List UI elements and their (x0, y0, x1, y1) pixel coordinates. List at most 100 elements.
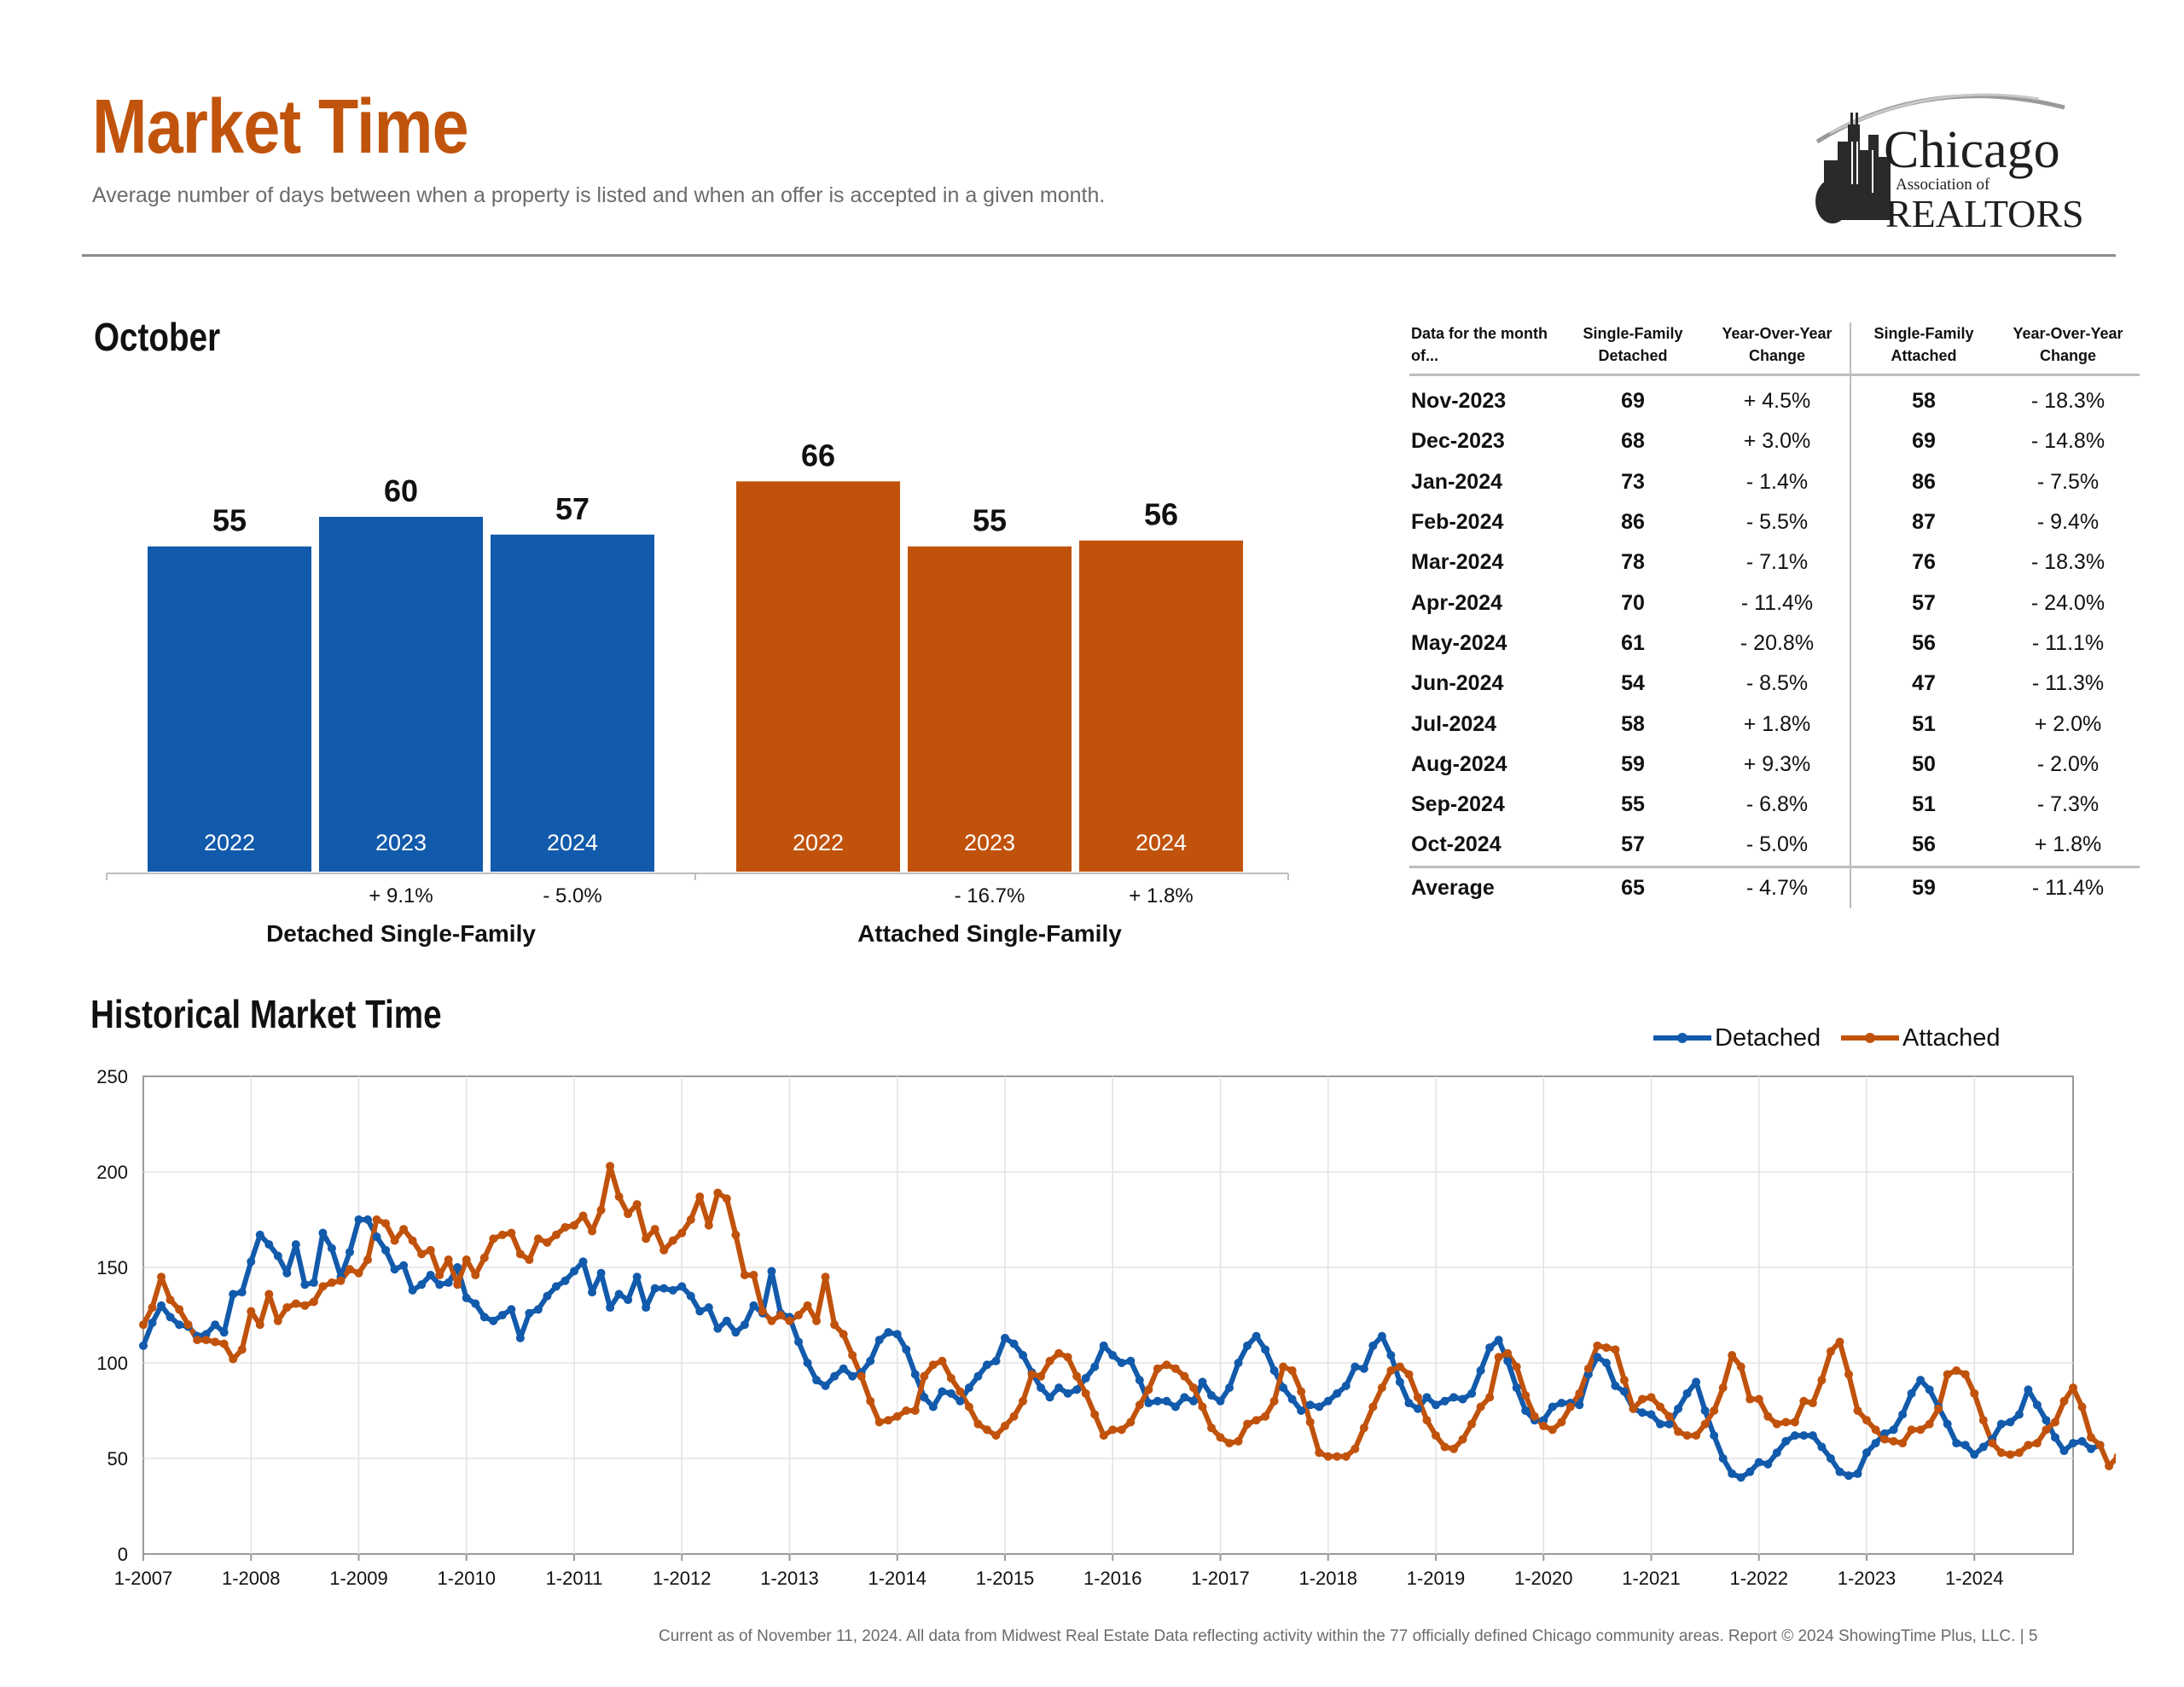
bar-value-label: 66 (801, 438, 835, 472)
table-cell: 57 (1912, 590, 1936, 615)
bar (736, 481, 900, 872)
data-point (910, 1370, 920, 1379)
table-cell: 70 (1621, 590, 1645, 615)
data-point (497, 1230, 507, 1239)
data-point (956, 1396, 965, 1406)
data-point (1315, 1448, 1324, 1458)
data-point (183, 1320, 193, 1330)
bar-year-label: 2022 (793, 830, 844, 855)
data-point (219, 1339, 229, 1348)
data-point (345, 1248, 354, 1257)
data-point (193, 1336, 202, 1345)
data-point (462, 1293, 471, 1302)
data-point (1413, 1404, 1422, 1413)
data-point (892, 1412, 902, 1421)
bar-year-label: 2023 (964, 830, 1015, 855)
data-point (1521, 1391, 1531, 1400)
data-point (1188, 1396, 1198, 1406)
table-cell: - 24.0% (2030, 590, 2106, 615)
data-point (1960, 1441, 1970, 1450)
table-average-cell: Average (1411, 875, 1495, 900)
data-point (1583, 1364, 1593, 1373)
data-point (812, 1376, 822, 1385)
data-point (1718, 1383, 1728, 1393)
data-point (1135, 1400, 1144, 1410)
table-cell: + 1.8% (1705, 704, 1851, 745)
data-point (920, 1393, 929, 1402)
data-point (659, 1284, 669, 1293)
data-point (1476, 1365, 1485, 1375)
data-point (1170, 1364, 1180, 1373)
data-point (1099, 1431, 1108, 1441)
data-point (1916, 1376, 1926, 1385)
data-point (731, 1328, 741, 1337)
data-point (1593, 1353, 1602, 1362)
data-point (596, 1268, 606, 1278)
data-point (148, 1303, 157, 1313)
data-point (1117, 1425, 1126, 1435)
bar-year-label: 2023 (375, 830, 427, 855)
bar-year-label: 2024 (547, 830, 598, 855)
data-point (1557, 1417, 1566, 1427)
data-point (884, 1328, 893, 1337)
data-point (1126, 1417, 1136, 1427)
data-point (803, 1359, 812, 1367)
historical-line-chart: 0 50 100 150 200 250 1-2007 1-2008 1-2009 1-2010 1… (96, 1024, 2116, 1589)
data-point (1907, 1388, 1916, 1398)
table-cell: - 7.1% (1705, 542, 1851, 583)
data-point (1099, 1341, 1108, 1350)
data-point (1422, 1416, 1432, 1425)
bar-value-label: 56 (1144, 497, 1178, 532)
table-cell: 73 (1621, 469, 1645, 494)
data-point (1970, 1388, 1979, 1398)
bar-change-label: + 9.1% (369, 884, 433, 907)
data-point (668, 1285, 677, 1295)
data-point (1575, 1400, 1584, 1410)
data-point (1611, 1381, 1620, 1390)
data-point (1090, 1362, 1100, 1371)
data-point (327, 1244, 336, 1253)
data-point (848, 1351, 857, 1360)
data-point (300, 1301, 310, 1310)
table-cell: - 20.8% (1705, 623, 1851, 664)
data-point (1368, 1341, 1378, 1350)
data-point (1458, 1435, 1467, 1444)
data-point (507, 1228, 516, 1238)
data-point (632, 1272, 642, 1282)
table-cell: - 14.8% (2030, 429, 2106, 454)
data-point (2032, 1400, 2042, 1410)
data-point (1754, 1394, 1763, 1404)
table-cell: Dec-2023 (1411, 429, 1505, 454)
data-point (624, 1209, 633, 1219)
data-point (1081, 1373, 1090, 1383)
table-cell: 78 (1621, 550, 1645, 575)
table-row: Sep-2024 55 - 6.8% 51 - 7.3% (1409, 784, 2140, 826)
y-tick-label: 50 (107, 1448, 128, 1470)
data-point (1386, 1365, 1396, 1375)
table-cell: 57 (1621, 832, 1645, 857)
x-tick-label: 1-2011 (546, 1568, 603, 1589)
data-point (1637, 1394, 1647, 1404)
data-point (2069, 1439, 2077, 1448)
data-point (632, 1200, 642, 1209)
data-point (525, 1308, 534, 1318)
series-points-detached (139, 1215, 2105, 1482)
series-points-attached (139, 1162, 2116, 1470)
data-point (1700, 1406, 1710, 1415)
data-point (1898, 1439, 1908, 1448)
data-point (1027, 1370, 1037, 1379)
data-point (1745, 1394, 1755, 1404)
data-point (1889, 1425, 1898, 1435)
data-point (1844, 1370, 1853, 1379)
data-point (1790, 1417, 1799, 1427)
data-point (1225, 1383, 1234, 1393)
data-point (1305, 1400, 1315, 1410)
data-point (1934, 1404, 1943, 1413)
data-point (417, 1249, 427, 1259)
data-point (1359, 1364, 1368, 1373)
data-point (381, 1219, 391, 1228)
data-point (1243, 1419, 1252, 1429)
data-point (1144, 1385, 1153, 1394)
data-point (2050, 1433, 2059, 1442)
data-point (1467, 1419, 1477, 1429)
